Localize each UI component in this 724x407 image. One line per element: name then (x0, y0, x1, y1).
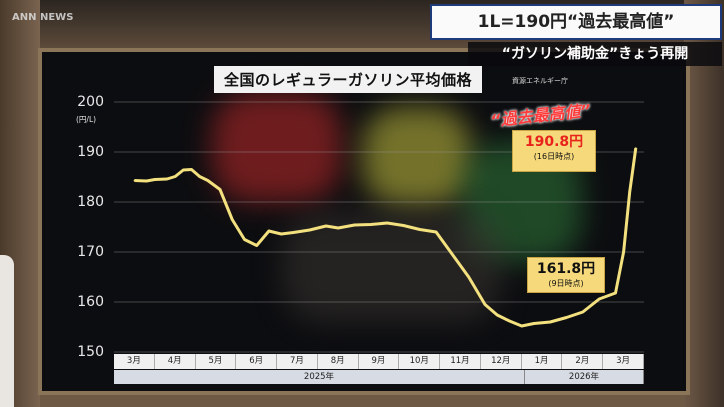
data-point (467, 276, 470, 278)
headline-banner: 1L=190円“過去最高値” (430, 4, 722, 40)
data-point (268, 230, 270, 232)
month-label: 12月 (481, 354, 522, 369)
low-value-callout: 161.8円 (9日時点) (527, 257, 605, 293)
data-point (280, 233, 282, 235)
data-point (565, 316, 568, 319)
data-point (243, 238, 246, 241)
data-point (353, 224, 356, 226)
data-point (582, 311, 584, 313)
data-point (496, 314, 499, 316)
studio-background-right (684, 0, 724, 407)
data-point (484, 303, 486, 306)
data-point (133, 179, 136, 182)
y-tick-190: 190 (77, 144, 104, 160)
data-point (325, 225, 327, 227)
month-label: 6月 (236, 354, 278, 369)
data-point (198, 175, 201, 178)
low-value-note: (9日時点) (548, 279, 584, 288)
data-point (145, 180, 148, 182)
ann-news-logo: ANN NEWS (12, 12, 74, 23)
year-label-2025: 2025年 (114, 370, 525, 384)
month-label: 4月 (155, 354, 196, 369)
month-label: 9月 (359, 354, 400, 369)
data-point (174, 175, 176, 178)
data-point (418, 228, 421, 231)
chart-title: 全国のレギュラーガソリン平均価格 (214, 66, 483, 93)
x-axis-months: 3月 4月 5月 6月 7月 8月 9月 10月 11月 12月 1月 2月 3… (114, 354, 644, 369)
data-point (370, 223, 372, 226)
month-label: 5月 (196, 354, 237, 369)
month-label: 11月 (440, 354, 481, 369)
data-point (182, 169, 185, 171)
month-label: 2月 (562, 354, 604, 369)
data-point (206, 179, 209, 182)
month-label: 1月 (522, 354, 563, 369)
data-point (533, 322, 535, 325)
data-point (614, 292, 617, 294)
high-value-callout: 190.8円 (16日時点) (512, 130, 596, 172)
month-label: 3月 (114, 354, 155, 369)
data-point (635, 147, 637, 149)
presenter-edge (0, 255, 14, 407)
y-axis-unit: (円/L) (76, 115, 97, 124)
month-label: 8月 (318, 354, 359, 369)
y-tick-170: 170 (77, 244, 104, 260)
month-label: 10月 (399, 354, 441, 369)
data-point (153, 178, 156, 181)
data-point (628, 191, 631, 193)
data-point (337, 227, 340, 229)
data-point (386, 222, 388, 224)
data-point (308, 229, 311, 231)
data-point (292, 231, 295, 234)
month-label: 7月 (277, 354, 318, 369)
data-point (402, 224, 405, 227)
price-line (134, 147, 638, 328)
y-tick-200: 200 (77, 94, 104, 110)
data-point (435, 231, 437, 233)
data-point (190, 168, 193, 171)
x-axis-years: 2025年 2026年 (114, 370, 644, 384)
data-point (255, 244, 258, 247)
high-value-note: (16日時点) (533, 152, 575, 161)
y-tick-180: 180 (77, 194, 104, 210)
data-point (549, 321, 552, 323)
month-label: 3月 (603, 354, 644, 369)
data-point (520, 325, 523, 327)
chart-plot (114, 101, 644, 353)
low-value-label: 161.8円 (536, 261, 596, 277)
y-tick-160: 160 (77, 294, 104, 310)
data-point (622, 251, 625, 253)
data-point (598, 298, 600, 300)
data-point (508, 320, 511, 322)
data-point (219, 188, 221, 191)
year-label-2026: 2026年 (525, 370, 644, 384)
y-tick-150: 150 (77, 344, 104, 360)
data-point (451, 253, 454, 256)
chart-monitor: 全国のレギュラーガソリン平均価格 資源エネルギー庁 (円/L) 200 190 … (38, 48, 690, 395)
chart-source: 資源エネルギー庁 (512, 77, 568, 85)
high-value-label: 190.8円 (524, 134, 584, 150)
data-point (231, 218, 234, 221)
data-point (166, 178, 168, 180)
subheadline-banner: “ガソリン補助金”きょう再開 (468, 42, 722, 66)
